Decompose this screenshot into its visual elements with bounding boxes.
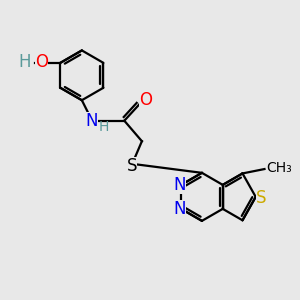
Text: O: O: [139, 91, 152, 109]
Text: H: H: [98, 120, 109, 134]
Text: CH₃: CH₃: [266, 160, 292, 175]
Text: N: N: [86, 112, 98, 130]
Text: S: S: [126, 157, 137, 175]
Text: O: O: [35, 53, 48, 71]
Text: H: H: [19, 53, 31, 71]
Text: N: N: [173, 200, 186, 218]
Text: N: N: [173, 176, 186, 194]
Text: S: S: [256, 189, 266, 207]
